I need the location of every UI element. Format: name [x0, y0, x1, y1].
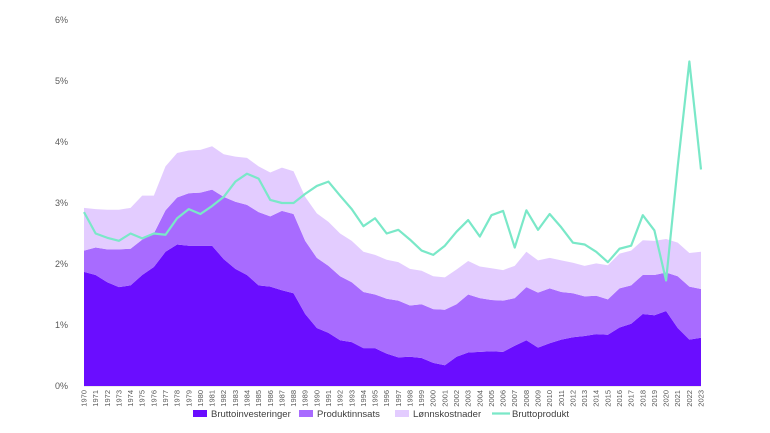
- x-tick-label: 2014: [592, 390, 601, 407]
- x-tick-label: 1993: [347, 390, 356, 407]
- y-tick-label: 4%: [55, 137, 68, 147]
- x-tick-label: 2009: [534, 390, 543, 407]
- x-tick-label: 1985: [254, 390, 263, 407]
- x-tick-label: 2002: [452, 390, 461, 407]
- x-tick-label: 1992: [336, 390, 345, 407]
- x-tick-label: 1977: [161, 390, 170, 407]
- line-series: [83, 60, 703, 282]
- y-tick-label: 3%: [55, 198, 68, 208]
- x-tick-label: 2020: [662, 390, 671, 407]
- x-tick-label: 1997: [394, 390, 403, 407]
- legend-label: Bruttoinvesteringer: [211, 409, 291, 420]
- x-tick-label: 2018: [638, 390, 647, 407]
- x-tick-label: 1983: [231, 390, 240, 407]
- x-tick-label: 2006: [499, 390, 508, 407]
- x-tick-label: 1994: [359, 390, 368, 407]
- x-tick-label: 1982: [219, 390, 228, 407]
- area-series-2: [84, 146, 701, 310]
- x-tick-label: 1986: [266, 390, 275, 407]
- x-tick-label: 2007: [510, 390, 519, 407]
- x-tick-label: 2000: [429, 390, 438, 407]
- stacked-areas: [84, 146, 701, 386]
- x-tick-label: 1991: [324, 390, 333, 407]
- x-tick-label: 1989: [301, 390, 310, 407]
- x-tick-label: 1976: [149, 390, 158, 407]
- y-tick-label: 6%: [55, 15, 68, 25]
- legend-label: Bruttoprodukt: [512, 409, 569, 420]
- x-tick-label: 2012: [568, 390, 577, 407]
- x-axis-ticks: 1970 1971 1972 1973 1974 1975 1976 1977 1978 1979…: [80, 390, 706, 407]
- y-tick-label: 0%: [55, 381, 68, 391]
- x-tick-label: 1990: [312, 390, 321, 407]
- x-tick-label: 1998: [405, 390, 414, 407]
- x-tick-label: 1979: [184, 390, 193, 407]
- x-tick-label: 1975: [138, 390, 147, 407]
- x-tick-label: 2013: [580, 390, 589, 407]
- area-series-0: [84, 244, 701, 386]
- x-tick-label: 1971: [91, 390, 100, 407]
- x-tick-label: 1995: [371, 390, 380, 407]
- x-tick-label: 2021: [673, 390, 682, 407]
- x-tick-label: 1996: [382, 390, 391, 407]
- x-tick-label: 2003: [464, 390, 473, 407]
- legend-swatch: [395, 410, 409, 417]
- x-tick-label: 1970: [80, 390, 89, 407]
- x-tick-label: 1980: [196, 390, 205, 407]
- x-tick-label: 1972: [103, 390, 112, 407]
- x-tick-label: 2004: [475, 390, 484, 407]
- legend-label: Produktinnsats: [317, 409, 380, 420]
- legend-label: Lønnskostnader: [413, 409, 481, 420]
- x-tick-label: 1974: [126, 390, 135, 407]
- x-tick-label: 2010: [545, 390, 554, 407]
- x-tick-label: 2005: [487, 390, 496, 407]
- x-tick-label: 1973: [114, 390, 123, 407]
- y-tick-label: 1%: [55, 320, 68, 330]
- x-tick-label: 2001: [440, 390, 449, 407]
- x-tick-label: 2017: [627, 390, 636, 407]
- area-series-1: [84, 189, 701, 366]
- x-tick-label: 1984: [242, 390, 251, 407]
- x-tick-label: 1999: [417, 390, 426, 407]
- y-tick-label: 5%: [55, 76, 68, 86]
- x-tick-label: 2008: [522, 390, 531, 407]
- legend-swatch: [299, 410, 313, 417]
- x-tick-label: 2023: [697, 390, 706, 407]
- x-tick-label: 2019: [650, 390, 659, 407]
- x-tick-label: 1981: [208, 390, 217, 407]
- legend: Bruttoinvesteringer Produktinnsats Lønnsko…: [193, 409, 569, 420]
- x-tick-label: 2016: [615, 390, 624, 407]
- legend-swatch: [193, 410, 207, 417]
- y-axis-ticks: 0% 1% 2% 3% 4% 5% 6%: [55, 15, 68, 391]
- x-tick-label: 1978: [173, 390, 182, 407]
- x-tick-label: 1988: [289, 390, 298, 407]
- y-tick-label: 2%: [55, 259, 68, 269]
- x-tick-label: 2011: [557, 390, 566, 406]
- x-tick-label: 2015: [603, 390, 612, 407]
- x-tick-label: 2022: [685, 390, 694, 407]
- line-series-0: [83, 60, 703, 282]
- x-tick-label: 1987: [277, 390, 286, 407]
